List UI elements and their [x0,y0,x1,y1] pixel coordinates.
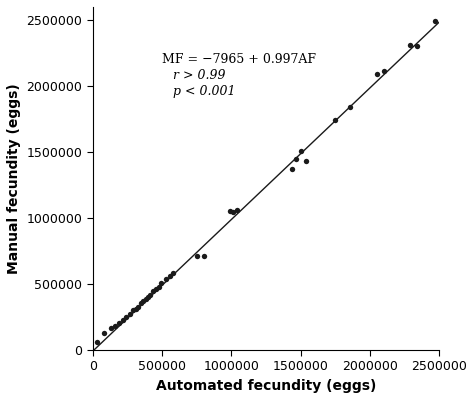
Point [346,103,354,110]
Point [126,310,133,317]
Y-axis label: Manual fecundity (eggs): Manual fecundity (eggs) [7,83,21,274]
Point [162,276,169,283]
Point [380,68,388,74]
Point [373,70,381,77]
X-axis label: Automated fecundity (eggs): Automated fecundity (eggs) [156,379,376,393]
Point [139,298,147,304]
Point [155,284,163,290]
Point [413,43,421,49]
Point [119,317,127,324]
Point [142,296,150,302]
Point [152,286,160,292]
Point [302,158,310,164]
Point [200,252,208,259]
Point [193,252,201,259]
Point [137,300,145,306]
Point [233,207,241,213]
Point [145,294,152,300]
Text: r > 0.99: r > 0.99 [173,69,226,82]
Point [107,325,115,332]
Point [226,208,234,214]
Point [129,307,137,313]
Point [157,280,165,287]
Point [292,156,300,162]
Point [166,273,173,280]
Point [297,148,304,155]
Point [93,339,101,345]
Point [111,322,119,329]
Point [229,208,237,215]
Point [132,305,139,312]
Point [134,303,142,310]
Point [169,270,177,276]
Point [406,41,414,48]
Point [289,166,296,172]
Text: p < 0.001: p < 0.001 [173,85,236,98]
Point [331,116,339,123]
Point [100,330,108,336]
Point [431,18,439,24]
Text: MF = −7965 + 0.997AF: MF = −7965 + 0.997AF [162,53,316,66]
Point [149,288,157,294]
Point [115,320,123,326]
Point [122,314,130,320]
Point [146,292,154,298]
